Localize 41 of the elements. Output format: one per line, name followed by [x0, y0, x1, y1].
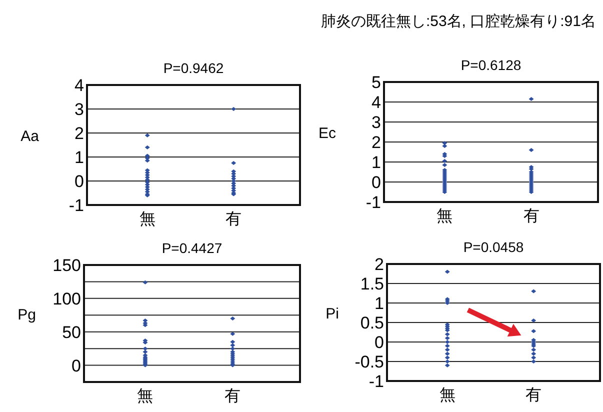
y-tick-label: 100	[52, 289, 81, 308]
y-tick-label: 50	[62, 322, 81, 342]
y-axis-title: Ec	[318, 125, 336, 142]
chart-title: P=0.0458	[463, 239, 524, 255]
x-tick-label: 有	[526, 387, 542, 404]
x-tick-label: 無	[137, 388, 154, 405]
y-tick-label: 0.5	[360, 314, 384, 332]
y-tick-label: -0.5	[354, 352, 384, 372]
y-tick-label: -1	[68, 196, 84, 215]
y-tick-label: 150	[52, 256, 81, 275]
y-axis-title: Pg	[18, 306, 36, 324]
x-tick-label: 無	[139, 211, 156, 228]
y-tick-label: 4	[74, 76, 84, 95]
y-axis-title: Pi	[326, 306, 339, 322]
y-tick-label: 0	[74, 172, 84, 191]
y-tick-label: 2	[74, 124, 84, 143]
y-tick-label: 0	[372, 173, 381, 192]
chart-title: P=0.4427	[162, 240, 222, 256]
chart-title: P=0.6128	[460, 57, 522, 73]
x-tick-label: 無	[436, 208, 453, 225]
y-tick-label: 1.5	[360, 274, 384, 294]
y-tick-label: 3	[74, 100, 84, 119]
y-tick-label: 2	[372, 133, 381, 152]
y-tick-label: 0	[374, 333, 384, 352]
y-tick-label: -1	[368, 372, 384, 391]
y-tick-label: 1	[374, 294, 384, 313]
y-tick-label: 3	[372, 113, 381, 132]
y-tick-label: -1	[366, 193, 381, 212]
y-tick-label: 0	[72, 356, 81, 376]
y-tick-label: 5	[372, 73, 381, 92]
x-tick-label: 有	[224, 388, 241, 405]
x-tick-label: 無	[439, 387, 456, 404]
y-tick-label: 2	[374, 255, 384, 274]
text: 肺炎の既往無し:53名, 口腔乾燥有り:91名	[320, 13, 596, 30]
y-tick-label: 1	[74, 148, 84, 167]
y-tick-label: 1	[372, 153, 381, 172]
chart-title: P=0.9462	[163, 60, 224, 76]
x-tick-label: 有	[523, 208, 540, 225]
y-tick-label: 4	[372, 93, 381, 112]
x-tick-label: 有	[226, 211, 242, 228]
y-axis-title: Aa	[20, 128, 40, 145]
